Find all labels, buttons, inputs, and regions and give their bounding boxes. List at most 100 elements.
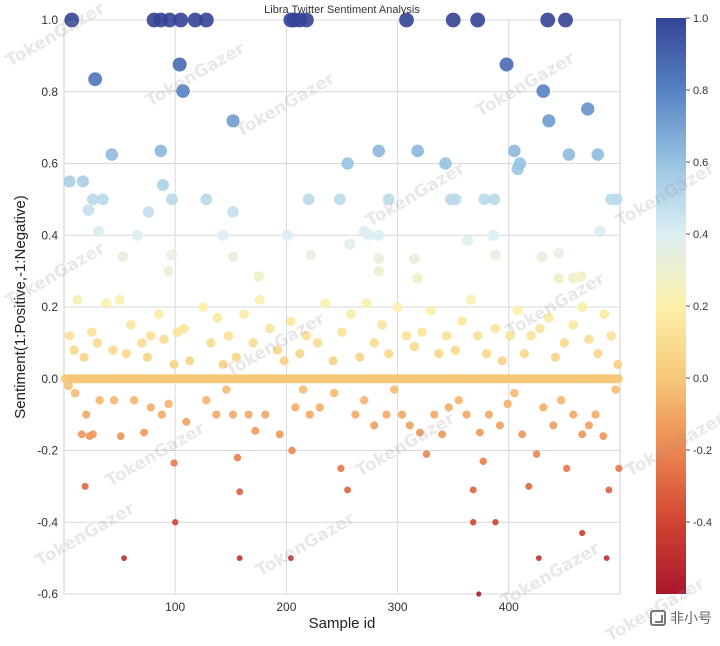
data-point [163, 265, 174, 277]
data-point [64, 381, 73, 391]
data-point [532, 450, 541, 458]
data-point [222, 385, 231, 394]
y-axis-label: Sentiment(1:Positive,-1:Negative) [12, 195, 29, 418]
chart-title: Libra Twitter Sentiment Analysis [264, 4, 420, 16]
data-point [377, 320, 387, 330]
site-badge: 非小号 [650, 608, 712, 628]
data-point [97, 193, 109, 206]
data-point [525, 482, 533, 490]
data-point [384, 349, 394, 359]
data-point [422, 450, 431, 458]
data-point [87, 327, 97, 337]
badge-label: 非小号 [670, 611, 712, 627]
x-axis-label: Sample id [309, 615, 376, 632]
data-point [76, 175, 89, 188]
data-point [154, 144, 168, 158]
data-point [591, 148, 605, 161]
data-point [355, 352, 365, 362]
data-point [430, 410, 439, 419]
data-point [360, 396, 369, 405]
data-point [305, 249, 317, 261]
data-point [503, 399, 512, 409]
data-point [264, 323, 275, 334]
data-point [341, 157, 354, 170]
data-point [593, 349, 603, 359]
data-point [105, 148, 119, 161]
data-point [153, 309, 164, 320]
data-point [305, 410, 314, 419]
zero-band [60, 374, 623, 384]
data-point [156, 179, 169, 192]
data-point [228, 410, 238, 419]
data-point [373, 229, 385, 241]
data-point [569, 410, 578, 419]
data-points [63, 12, 623, 597]
data-point [543, 312, 554, 323]
data-point [162, 12, 178, 28]
data-point [465, 294, 477, 305]
data-point [142, 352, 152, 362]
data-point [116, 432, 125, 441]
data-point [568, 320, 579, 330]
data-point [487, 229, 499, 241]
data-point [369, 338, 379, 348]
data-point [495, 421, 504, 430]
data-point [117, 251, 129, 263]
data-point [542, 114, 556, 128]
data-point [540, 12, 556, 28]
data-point [462, 235, 474, 247]
y-tick-label: 0.2 [41, 300, 58, 314]
data-point [584, 421, 593, 430]
y-tick-label: 0.6 [41, 157, 58, 171]
data-point [226, 114, 240, 128]
x-tick-label: 400 [499, 600, 519, 614]
data-point [72, 294, 83, 305]
data-point [108, 345, 118, 355]
data-point [82, 204, 95, 216]
data-point [382, 193, 395, 206]
data-point [173, 12, 189, 28]
data-point [397, 410, 407, 419]
data-point [499, 57, 514, 72]
data-point [79, 352, 89, 362]
data-point [535, 323, 545, 334]
data-point [170, 459, 178, 467]
data-point [513, 157, 527, 170]
data-point [95, 396, 104, 405]
data-point [344, 238, 356, 250]
data-point [470, 519, 477, 526]
data-point [405, 421, 414, 430]
data-point [227, 206, 239, 218]
data-point [594, 226, 606, 238]
data-point [165, 193, 178, 206]
y-tick-label: 0.8 [41, 85, 58, 99]
data-point [287, 555, 294, 562]
data-point [302, 193, 315, 206]
colorbar-tick-labels: -0.4 -0.2 0.0 0.2 0.4 0.6 0.8 1.0 [686, 13, 712, 529]
data-point [248, 338, 258, 348]
x-tick-label: 300 [388, 600, 408, 614]
data-point [315, 403, 324, 412]
data-point [88, 72, 103, 87]
y-tick-labels: -0.6 -0.4 -0.2 0.0 0.2 0.4 0.6 0.8 1.0 [37, 13, 58, 601]
data-point [382, 410, 391, 419]
data-point [476, 591, 482, 597]
data-point [603, 555, 610, 562]
data-point [559, 338, 570, 348]
data-point [63, 175, 76, 188]
data-point [575, 271, 587, 282]
data-point [239, 309, 250, 320]
data-point [69, 345, 79, 355]
data-point [553, 273, 565, 284]
data-point [492, 519, 499, 526]
data-point [584, 334, 594, 345]
data-point [298, 385, 308, 394]
data-point [333, 193, 346, 206]
data-point [550, 352, 561, 362]
data-point [469, 486, 477, 494]
data-point [417, 327, 427, 337]
colorbar-tick-label: -0.4 [693, 517, 712, 529]
data-point [253, 271, 264, 282]
data-point [275, 430, 284, 439]
data-point [176, 84, 190, 98]
